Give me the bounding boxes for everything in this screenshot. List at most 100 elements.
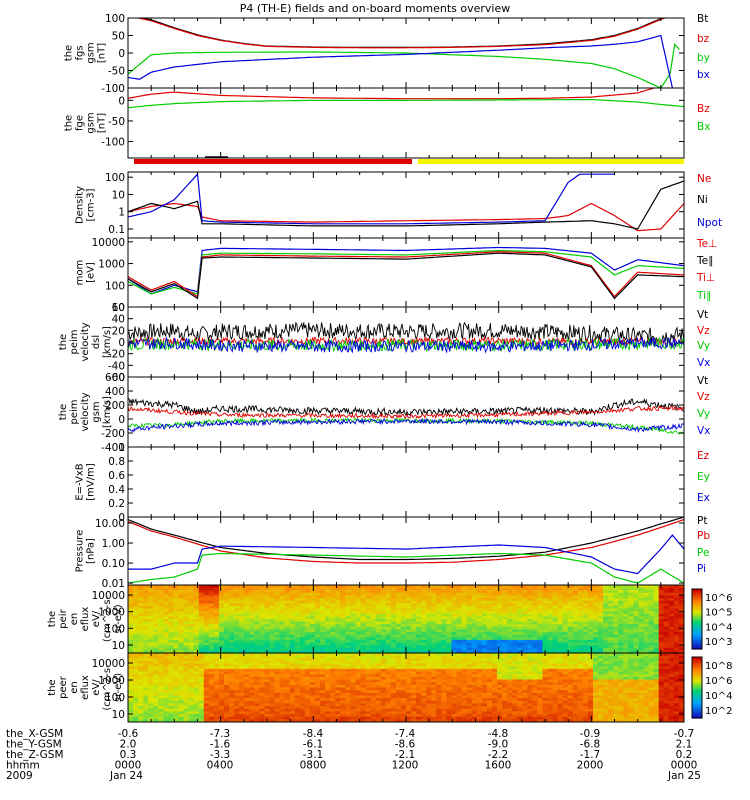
y-tick-label: 600 <box>105 372 125 384</box>
panel-frame-2 <box>127 171 685 239</box>
colorbar-tick-label: 10^5 <box>705 608 732 619</box>
ephemeris-label: the_Y-GSM <box>6 739 62 751</box>
colorbar-tick-label: 10^6 <box>705 593 732 604</box>
y-axis-label: [mV/m] <box>86 463 97 501</box>
series-line-bz-1 <box>128 88 684 100</box>
y-axis-label: en <box>69 613 80 626</box>
legend-ey: Ey <box>697 471 710 483</box>
series-line-npot-2 <box>128 172 615 225</box>
y-axis-label: (cm^2-s- <box>102 664 113 711</box>
series-line-pe-7 <box>128 552 684 584</box>
y-axis-label: [km/s] <box>102 396 113 428</box>
legend-te: Te⊥ <box>696 238 717 250</box>
ephemeris-value: -0.7 <box>674 728 695 740</box>
y-axis-label: eV/ <box>91 610 102 627</box>
legend-vy: Vy <box>697 340 710 352</box>
y-tick-label: 100 <box>105 692 125 704</box>
y-tick-label: 1000 <box>98 675 125 687</box>
legend-pb: Pb <box>697 530 710 542</box>
y-axis-label: the <box>58 334 69 350</box>
series-line-vy-5 <box>128 416 684 435</box>
series-line-bz-0 <box>136 18 668 49</box>
legend-pt: Pt <box>697 515 707 527</box>
ephemeris-label: hhmm <box>6 760 40 772</box>
y-axis-label: [eV] <box>86 262 97 283</box>
y-tick-label: 60 <box>112 302 125 314</box>
y-axis-label: [km/s] <box>102 326 113 358</box>
panel-frame-6 <box>127 446 685 518</box>
y-axis-label: the <box>58 404 69 420</box>
mode-bar <box>134 156 684 164</box>
legend-ti: Ti⊥ <box>696 272 715 284</box>
y-tick-label: 100 <box>105 280 125 292</box>
ephemeris-value: -0.9 <box>580 728 601 740</box>
y-tick-label: 50 <box>112 31 125 43</box>
y-tick-label: -50 <box>108 116 125 128</box>
y-axis-label: mom <box>75 260 86 286</box>
y-tick-label: -100 <box>101 137 125 149</box>
series-line-by-0 <box>128 42 680 88</box>
y-tick-label: 10 <box>112 189 125 201</box>
ephemeris-value: -3.3 <box>210 749 231 761</box>
y-tick-label: 0 <box>118 48 125 60</box>
y-tick-label: -20 <box>108 349 125 361</box>
ephemeris-value: 0.3 <box>120 749 137 761</box>
colorbar-ion <box>691 588 703 650</box>
legend-bt: Bt <box>697 13 708 25</box>
y-tick-label: 0 <box>118 414 125 426</box>
y-tick-label: 10.00 <box>95 518 125 530</box>
y-axis-label: eflux <box>80 607 91 632</box>
ephemeris-value: -4.8 <box>488 728 509 740</box>
y-axis-label: sr-eV) <box>113 673 124 702</box>
y-axis-label: gsm <box>86 112 97 133</box>
ephemeris-value: -3.1 <box>303 749 324 761</box>
ephemeris-value: 0000 <box>115 760 142 772</box>
series-line-pi-7 <box>128 534 684 575</box>
y-tick-label: -60 <box>108 372 125 384</box>
y-axis-label: [cm-3] <box>86 188 97 221</box>
series-line-ti-3 <box>128 246 684 295</box>
ephemeris-value: -1.7 <box>580 749 601 761</box>
y-tick-label: 0 <box>118 95 125 107</box>
y-axis-label: the <box>47 679 58 695</box>
spectrogram-9 <box>128 653 684 722</box>
panel-frame-3 <box>127 237 685 308</box>
panel-3-plot <box>128 246 684 300</box>
panel-5-plot <box>128 397 684 435</box>
panel-2-plot <box>128 172 684 232</box>
y-axis-label: fge <box>75 115 86 131</box>
ephemeris-value: 0.2 <box>676 749 693 761</box>
ephemeris-label: 2009 <box>6 770 33 782</box>
legend-bz: Bz <box>697 103 710 115</box>
ephemeris-value: 2000 <box>577 760 604 772</box>
chart-title: P4 (TH-E) fields and on-board moments ov… <box>239 2 511 15</box>
legend-vx: Vx <box>697 425 710 437</box>
ephemeris-value: -7.3 <box>210 728 231 740</box>
y-axis-label: the <box>47 611 58 627</box>
y-axis-label: dsl <box>91 335 102 349</box>
ephemeris-value: 0000 <box>671 760 698 772</box>
legend-bx: Bx <box>697 121 710 133</box>
ephemeris-value: -2.1 <box>395 749 416 761</box>
series-line-vz-5 <box>128 405 684 420</box>
y-axis-label: velocity <box>80 322 91 361</box>
legend-te: Te∥ <box>696 255 713 267</box>
y-tick-label: 0.8 <box>108 456 125 468</box>
y-axis-label: gsm <box>91 401 102 422</box>
y-axis-label: the <box>64 115 75 131</box>
series-line-te-3 <box>128 251 684 298</box>
legend-vx: Vx <box>697 357 710 369</box>
y-tick-label: 100 <box>105 13 125 25</box>
y-tick-label: 0 <box>118 337 125 349</box>
series-line-vx-5 <box>128 417 684 434</box>
colorbar-tick-label: 10^8 <box>705 661 732 672</box>
y-tick-label: 1000 <box>98 607 125 619</box>
ephemeris-value: Jan 24 <box>109 770 143 782</box>
colorbar-tick-label: 10^4 <box>705 691 732 702</box>
ephemeris-value: -8.6 <box>395 739 416 751</box>
y-tick-label: 10000 <box>92 237 125 249</box>
panel-7-plot <box>128 517 684 584</box>
legend-ne: Ne <box>697 173 711 185</box>
legend-ti: Ti∥ <box>696 290 711 302</box>
y-axis-label: the <box>64 45 75 61</box>
